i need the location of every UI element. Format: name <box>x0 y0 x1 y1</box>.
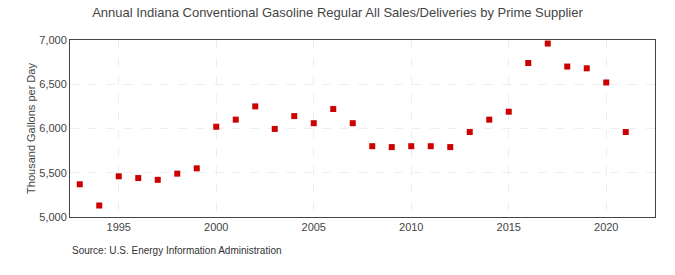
svg-text:5,000: 5,000 <box>39 211 67 223</box>
svg-text:6,500: 6,500 <box>39 78 67 90</box>
svg-text:2015: 2015 <box>497 221 521 233</box>
svg-text:Source: U.S. Energy Informatio: Source: U.S. Energy Information Administ… <box>72 245 282 256</box>
svg-text:7,000: 7,000 <box>39 34 67 46</box>
svg-text:Annual Indiana Conventional Ga: Annual Indiana Conventional Gasoline Reg… <box>92 5 583 20</box>
svg-text:2020: 2020 <box>594 221 618 233</box>
svg-text:Thousand Gallons per Day: Thousand Gallons per Day <box>25 63 37 194</box>
svg-text:2005: 2005 <box>302 221 326 233</box>
svg-text:2010: 2010 <box>399 221 423 233</box>
svg-text:1995: 1995 <box>107 221 131 233</box>
svg-text:6,000: 6,000 <box>39 122 67 134</box>
svg-text:2000: 2000 <box>204 221 228 233</box>
svg-text:5,500: 5,500 <box>39 167 67 179</box>
